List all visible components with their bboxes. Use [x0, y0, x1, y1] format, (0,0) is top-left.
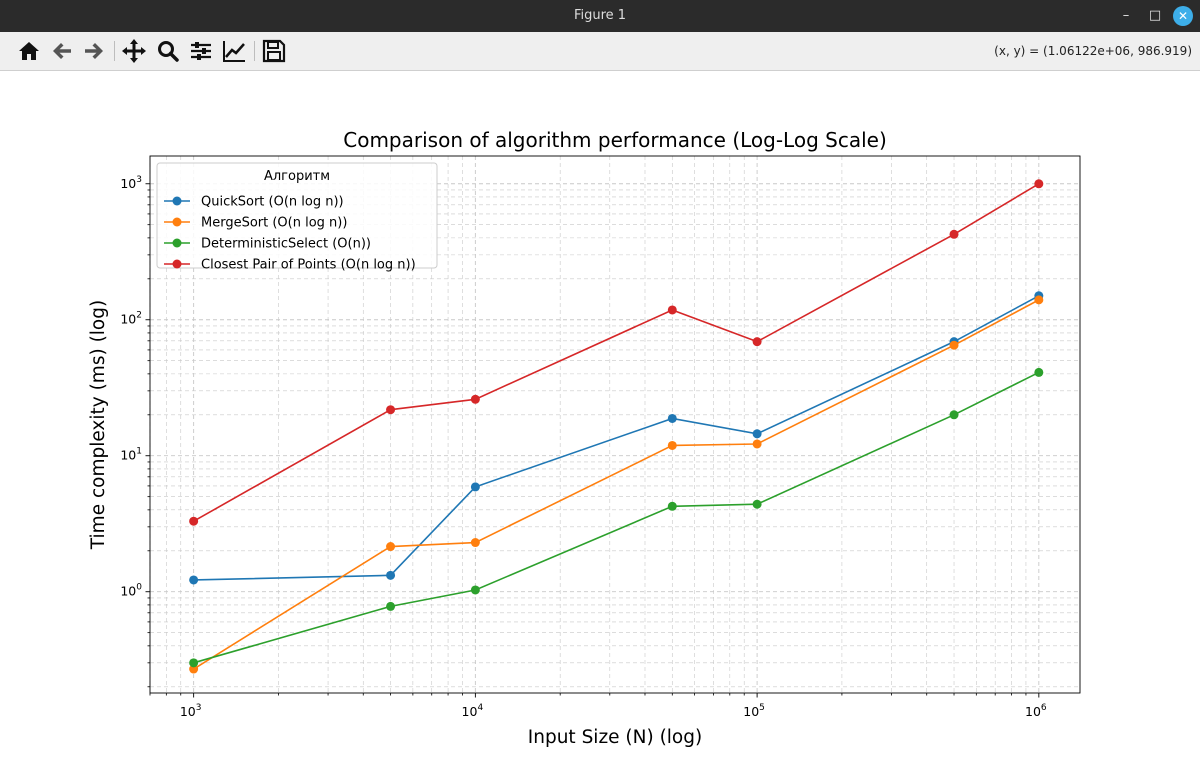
legend-item: Closest Pair of Points (O(n log n)): [164, 258, 416, 273]
data-point: [667, 305, 677, 315]
forward-arrow-icon[interactable]: [81, 38, 107, 64]
y-tick-label: 101: [120, 447, 142, 463]
x-tick-label: 106: [1025, 703, 1047, 719]
data-point: [667, 413, 677, 423]
back-arrow-icon[interactable]: [49, 38, 75, 64]
legend-item: DeterministicSelect (O(n)): [164, 237, 371, 252]
series-4: [189, 179, 1044, 526]
data-point: [470, 394, 480, 404]
legend-item: QuickSort (O(n log n)): [164, 195, 344, 210]
data-point: [470, 482, 480, 492]
data-point: [386, 601, 396, 611]
data-point: [752, 439, 762, 449]
legend-label: MergeSort (O(n log n)): [201, 216, 347, 231]
series-line: [193, 299, 1040, 670]
legend-title: Алгоритм: [264, 169, 330, 184]
y-tick-label: 103: [120, 175, 142, 191]
legend-label: QuickSort (O(n log n)): [201, 195, 344, 210]
window-titlebar: Figure 1 – □ ✕: [0, 0, 1200, 32]
pan-move-icon[interactable]: [121, 38, 147, 64]
legend-marker: [172, 196, 182, 206]
data-point: [386, 405, 396, 415]
data-point: [386, 542, 396, 552]
zoom-magnifier-icon[interactable]: [155, 38, 181, 64]
data-point: [1034, 295, 1044, 305]
legend: Алгоритм QuickSort (O(n log n)) MergeSort …: [156, 162, 438, 273]
cursor-coordinates: (x, y) = (1.06122e+06, 986.919): [994, 44, 1192, 58]
series-2: [189, 295, 1044, 674]
minimize-button[interactable]: –: [1122, 8, 1130, 23]
close-button[interactable]: ✕: [1173, 6, 1193, 26]
x-tick-label: 103: [180, 703, 202, 719]
chart-title: Comparison of algorithm performance (Log…: [343, 128, 887, 152]
data-point: [1034, 179, 1044, 189]
legend-label: DeterministicSelect (O(n)): [201, 237, 371, 252]
y-tick-label: 102: [120, 311, 142, 327]
grid-lines: [149, 156, 1080, 693]
x-tick-label: 105: [743, 703, 765, 719]
toolbar-separator: [114, 41, 115, 61]
legend-marker: [172, 238, 182, 248]
x-tick-label: 104: [462, 703, 484, 719]
data-point: [752, 337, 762, 347]
data-point: [949, 410, 959, 420]
home-icon[interactable]: [16, 38, 42, 64]
y-axis-label: Time complexity (ms) (log): [88, 300, 109, 550]
chart-canvas[interactable]: 103 104 105 106 100 101 102 103 Comparison of al…: [0, 70, 1200, 771]
data-point: [1034, 367, 1044, 377]
maximize-button[interactable]: □: [1148, 8, 1162, 23]
window-title: Figure 1: [573, 8, 627, 23]
data-point: [752, 429, 762, 439]
legend-marker: [172, 259, 182, 269]
data-point: [949, 340, 959, 350]
legend-marker: [172, 217, 182, 227]
series-3: [189, 367, 1044, 668]
toolbar-separator: [254, 41, 255, 61]
data-point: [189, 516, 199, 526]
data-point: [667, 440, 677, 450]
configure-subplots-icon[interactable]: [188, 38, 214, 64]
data-point: [949, 229, 959, 239]
data-point: [752, 499, 762, 509]
data-point: [470, 585, 480, 595]
data-point: [189, 658, 199, 668]
series-line: [193, 371, 1040, 664]
y-tick-label: 100: [120, 583, 142, 599]
data-point: [189, 575, 199, 585]
navigation-toolbar: (x, y) = (1.06122e+06, 986.919): [0, 32, 1200, 71]
series-line: [193, 295, 1040, 581]
x-axis-label: Input Size (N) (log): [528, 727, 702, 748]
data-point: [189, 664, 199, 674]
legend-item: MergeSort (O(n log n)): [164, 216, 347, 231]
data-point: [667, 501, 677, 511]
legend-box: [156, 162, 438, 269]
axes-frame: [149, 155, 1081, 694]
save-floppy-icon[interactable]: [261, 38, 287, 64]
edit-axis-icon[interactable]: [221, 38, 247, 64]
legend-label: Closest Pair of Points (O(n log n)): [201, 258, 416, 273]
data-point: [470, 538, 480, 548]
data-point: [386, 570, 396, 580]
